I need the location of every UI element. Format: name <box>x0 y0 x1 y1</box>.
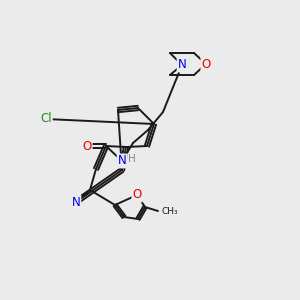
Text: O: O <box>201 58 211 70</box>
Text: H: H <box>128 154 136 164</box>
Text: N: N <box>178 58 186 71</box>
Text: CH₃: CH₃ <box>162 206 178 215</box>
Text: O: O <box>132 188 142 202</box>
Text: N: N <box>118 154 126 167</box>
Text: N: N <box>72 196 80 208</box>
Text: O: O <box>82 140 91 152</box>
Text: Cl: Cl <box>40 112 52 125</box>
